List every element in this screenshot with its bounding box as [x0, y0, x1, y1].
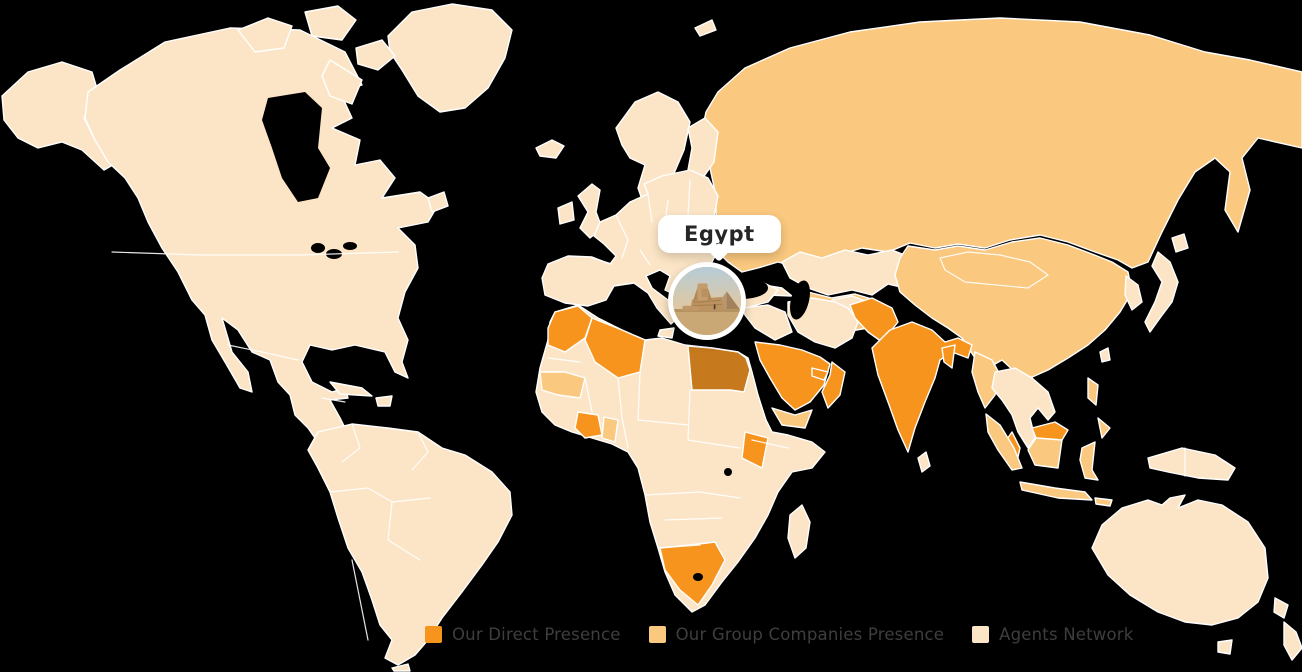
desert-ground — [673, 309, 741, 335]
map-region-new-zealand[interactable] — [1283, 621, 1302, 661]
map-region-arctic-island[interactable] — [355, 39, 396, 71]
sphinx-face-shadow — [701, 288, 708, 297]
map-region-iceland[interactable] — [535, 139, 565, 159]
map-region-ghana[interactable] — [601, 416, 619, 443]
map-region-kenya[interactable] — [741, 431, 769, 469]
map-region-mauritania[interactable] — [539, 371, 586, 399]
legend-item-direct: Our Direct Presence — [425, 625, 621, 644]
map-region-arctic-island[interactable] — [321, 59, 363, 105]
map-region-hokkaido[interactable] — [1171, 233, 1189, 253]
map-region-madagascar[interactable] — [787, 504, 811, 559]
map-region-sulawesi[interactable] — [1079, 441, 1099, 481]
map-region-oman[interactable] — [821, 361, 846, 409]
map-region-ireland[interactable] — [557, 201, 575, 225]
legend-swatch-agents — [972, 626, 990, 643]
map-region-new-guinea[interactable] — [1147, 447, 1236, 481]
great-lake — [343, 242, 357, 250]
map-region-finland[interactable] — [687, 117, 719, 183]
legend-swatch-group — [648, 626, 666, 643]
great-lake — [311, 243, 325, 253]
lake-victoria — [724, 468, 732, 476]
legend-item-agents: Agents Network — [972, 625, 1133, 644]
map-region-china[interactable] — [894, 237, 1133, 379]
tooltip-country-label: Egypt — [684, 222, 755, 246]
sphinx-nemes-left — [692, 287, 698, 302]
map-region-sri-lanka[interactable] — [917, 451, 931, 473]
lesotho-enclave — [693, 573, 703, 581]
map-region-philippines[interactable] — [1097, 417, 1111, 439]
legend-item-group: Our Group Companies Presence — [648, 625, 945, 644]
map-region-tasmania[interactable] — [1217, 639, 1233, 655]
hudson-bay — [262, 92, 330, 202]
map-landmasses — [1, 3, 1302, 672]
map-region-ivory-coast[interactable] — [574, 411, 603, 439]
map-region-lesser-sunda[interactable] — [1094, 497, 1113, 507]
sphinx-strata-lines — [692, 299, 722, 307]
map-region-greenland[interactable] — [387, 3, 513, 113]
map-region-iraq-syria[interactable] — [741, 304, 793, 341]
pyramid-shaded-face — [726, 291, 740, 310]
map-region-malaysia-borneo[interactable] — [1031, 421, 1069, 441]
map-legend: Our Direct Presence Our Group Companies … — [425, 625, 1134, 644]
legend-label-direct: Our Direct Presence — [452, 625, 621, 644]
map-region-indonesia-java[interactable] — [1019, 481, 1093, 501]
country-tooltip: Egypt — [658, 215, 781, 253]
egypt-photo — [673, 267, 741, 335]
map-region-indonesia-sumatra[interactable] — [985, 413, 1023, 471]
map-region-morocco[interactable] — [547, 305, 593, 353]
map-region-cuba[interactable] — [329, 381, 373, 397]
map-internal-borders — [111, 179, 1186, 641]
ground-shadow-band — [673, 309, 741, 312]
map-region-egypt[interactable] — [687, 345, 751, 393]
map-region-svalbard[interactable] — [694, 19, 717, 37]
map-region-india[interactable] — [871, 321, 973, 453]
map-region-philippines[interactable] — [1087, 377, 1099, 406]
map-region-sea-mainland[interactable] — [991, 367, 1056, 449]
map-region-bangladesh[interactable] — [941, 344, 956, 369]
map-region-algeria[interactable] — [584, 317, 646, 379]
map-region-australia[interactable] — [1091, 494, 1269, 626]
map-region-russia[interactable] — [699, 17, 1302, 273]
map-region-uae[interactable] — [811, 367, 829, 381]
map-region-korea[interactable] — [1124, 275, 1143, 311]
map-region-tierra-del-fuego[interactable] — [391, 663, 411, 672]
caspian-sea — [790, 280, 810, 320]
legend-label-agents: Agents Network — [999, 625, 1134, 644]
map-region-new-zealand[interactable] — [1273, 597, 1289, 619]
map-region-myanmar[interactable] — [971, 351, 1001, 409]
map-region-arctic-island[interactable] — [237, 17, 293, 53]
map-region-south-africa[interactable] — [659, 541, 726, 606]
map-region-indonesia-borneo[interactable] — [1027, 437, 1063, 469]
sphinx-paws — [682, 305, 699, 311]
map-region-saudi-arabia[interactable] — [754, 341, 831, 411]
map-region-newfoundland[interactable] — [427, 191, 449, 213]
map-region-japan[interactable] — [1144, 251, 1179, 333]
legend-label-group: Our Group Companies Presence — [675, 625, 945, 644]
map-region-yemen[interactable] — [771, 407, 813, 429]
map-region-arctic-island[interactable] — [304, 5, 357, 41]
person-silhouette — [713, 304, 716, 310]
legend-swatch-direct — [425, 626, 442, 643]
map-region-sicily[interactable] — [657, 327, 675, 339]
map-region-hispaniola[interactable] — [375, 395, 393, 407]
egypt-photo-marker[interactable] — [668, 262, 746, 340]
map-region-taiwan[interactable] — [1099, 347, 1111, 363]
